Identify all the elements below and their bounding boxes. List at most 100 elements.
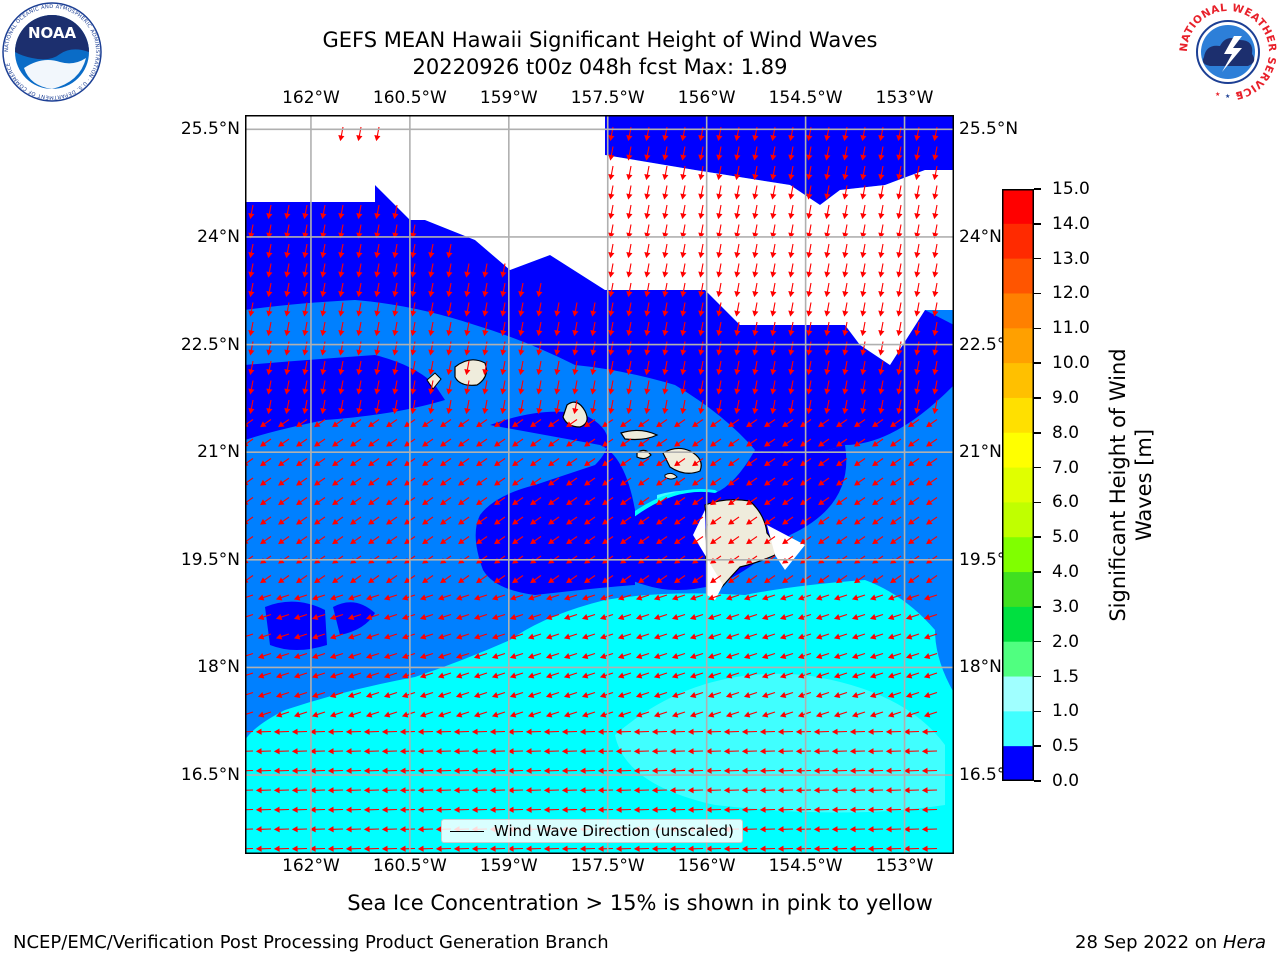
wave-direction-arrow: [273, 748, 290, 755]
wave-direction-arrow: [266, 224, 273, 239]
wave-direction-arrow: [788, 224, 795, 239]
wave-direction-arrow: [584, 536, 596, 545]
wave-direction-arrow: [849, 806, 866, 813]
wave-direction-arrow: [545, 633, 560, 640]
machine-name: Hera: [1222, 932, 1266, 953]
wave-direction-arrow: [453, 728, 470, 735]
wave-direction-arrow: [674, 419, 686, 428]
wave-direction-arrow: [494, 438, 506, 447]
wave-direction-arrow: [350, 536, 362, 545]
wave-direction-arrow: [788, 380, 795, 395]
wave-direction-arrow: [422, 536, 434, 545]
wave-direction-arrow: [275, 613, 290, 621]
wave-direction-arrow: [644, 224, 651, 239]
wave-direction-arrow: [680, 146, 687, 161]
wave-direction-arrow: [890, 419, 902, 428]
wave-direction-arrow: [710, 536, 722, 545]
wave-direction-arrow: [770, 204, 777, 220]
wave-direction-arrow: [831, 748, 848, 755]
wave-direction-arrow: [743, 711, 758, 718]
wave-direction-arrow: [368, 536, 380, 545]
wave-direction-arrow: [932, 380, 939, 395]
wave-direction-arrow: [374, 360, 381, 376]
wave-direction-arrow: [698, 282, 705, 298]
colorbar-tick-mark: [1034, 362, 1041, 364]
wave-direction-arrow: [482, 341, 489, 356]
wave-direction-arrow: [626, 282, 633, 298]
wave-direction-arrow: [350, 575, 362, 584]
wave-direction-arrow: [417, 748, 434, 755]
wave-direction-arrow: [581, 652, 596, 660]
wave-direction-arrow: [905, 613, 920, 621]
wave-direction-arrow: [296, 536, 308, 545]
lon-tick-top: 162°W: [282, 88, 340, 108]
wave-direction-arrow: [689, 652, 704, 660]
wave-direction-arrow: [689, 594, 704, 601]
lat-tick-left: 19.5°N: [180, 549, 240, 570]
wave-direction-arrow: [563, 652, 578, 660]
wave-direction-arrow: [476, 497, 488, 506]
wave-direction-arrow: [455, 652, 470, 660]
wave-direction-arrow: [620, 419, 632, 428]
wave-direction-arrow: [626, 341, 633, 356]
wave-direction-arrow: [608, 165, 615, 181]
wave-direction-arrow: [710, 516, 722, 525]
wave-direction-arrow: [464, 321, 471, 337]
colorbar-tick-label: 9.0: [1052, 387, 1080, 408]
wave-direction-arrow: [548, 458, 560, 467]
credit-text: NCEP/EMC/Verification Post Processing Pr…: [13, 932, 609, 953]
wave-direction-arrow: [734, 399, 741, 415]
wave-direction-arrow: [842, 321, 849, 337]
wave-direction-arrow: [525, 748, 542, 755]
wave-direction-arrow: [878, 282, 885, 298]
wave-direction-arrow: [662, 341, 669, 356]
wave-direction-arrow: [410, 282, 417, 298]
wave-direction-arrow: [347, 652, 362, 660]
wave-direction-arrow: [707, 633, 722, 640]
wave-direction-arrow: [368, 477, 380, 486]
wave-direction-arrow: [725, 672, 740, 679]
wave-direction-arrow: [545, 672, 560, 679]
wave-direction-arrow: [914, 360, 921, 376]
wave-direction-arrow: [530, 497, 542, 506]
wave-direction-arrow: [741, 826, 758, 833]
wave-direction-arrow: [473, 594, 488, 601]
wave-direction-arrow: [356, 243, 363, 259]
wave-direction-arrow: [615, 767, 632, 774]
wave-direction-arrow: [869, 613, 884, 621]
wave-direction-arrow: [500, 341, 507, 356]
wave-direction-arrow: [381, 787, 398, 794]
wave-direction-arrow: [332, 516, 344, 525]
wave-direction-arrow: [392, 302, 399, 317]
wave-direction-arrow: [833, 672, 848, 679]
wave-direction-arrow: [545, 613, 560, 621]
wave-direction-arrow: [617, 711, 632, 718]
wave-direction-arrow: [284, 282, 291, 298]
no-data-east-notch: [885, 270, 954, 310]
wave-direction-arrow: [509, 711, 524, 718]
wave-direction-arrow: [905, 672, 920, 679]
wave-direction-arrow: [278, 419, 290, 428]
wave-direction-arrow: [824, 380, 831, 395]
wave-direction-arrow: [728, 477, 740, 486]
wave-direction-arrow: [705, 806, 722, 813]
wave-direction-arrow: [626, 360, 633, 376]
wave-direction-arrow: [255, 767, 272, 774]
wave-direction-arrow: [363, 806, 380, 813]
wave-direction-arrow: [392, 204, 399, 220]
wave-direction-arrow: [512, 419, 524, 428]
wave-direction-arrow: [455, 633, 470, 640]
wave-direction-arrow: [530, 419, 542, 428]
wave-direction-arrow: [932, 302, 939, 317]
wave-direction-arrow: [759, 767, 776, 774]
wave-direction-arrow: [309, 748, 326, 755]
wave-direction-arrow: [878, 165, 885, 181]
wave-direction-arrow: [471, 845, 488, 852]
lon-tick-top: 159°W: [479, 88, 538, 108]
wave-direction-arrow: [572, 321, 579, 337]
wave-direction-arrow: [842, 282, 849, 298]
wave-direction-arrow: [374, 399, 381, 415]
wave-direction-arrow: [293, 691, 308, 699]
wave-direction-arrow: [908, 516, 920, 525]
wave-direction-arrow: [435, 845, 452, 852]
